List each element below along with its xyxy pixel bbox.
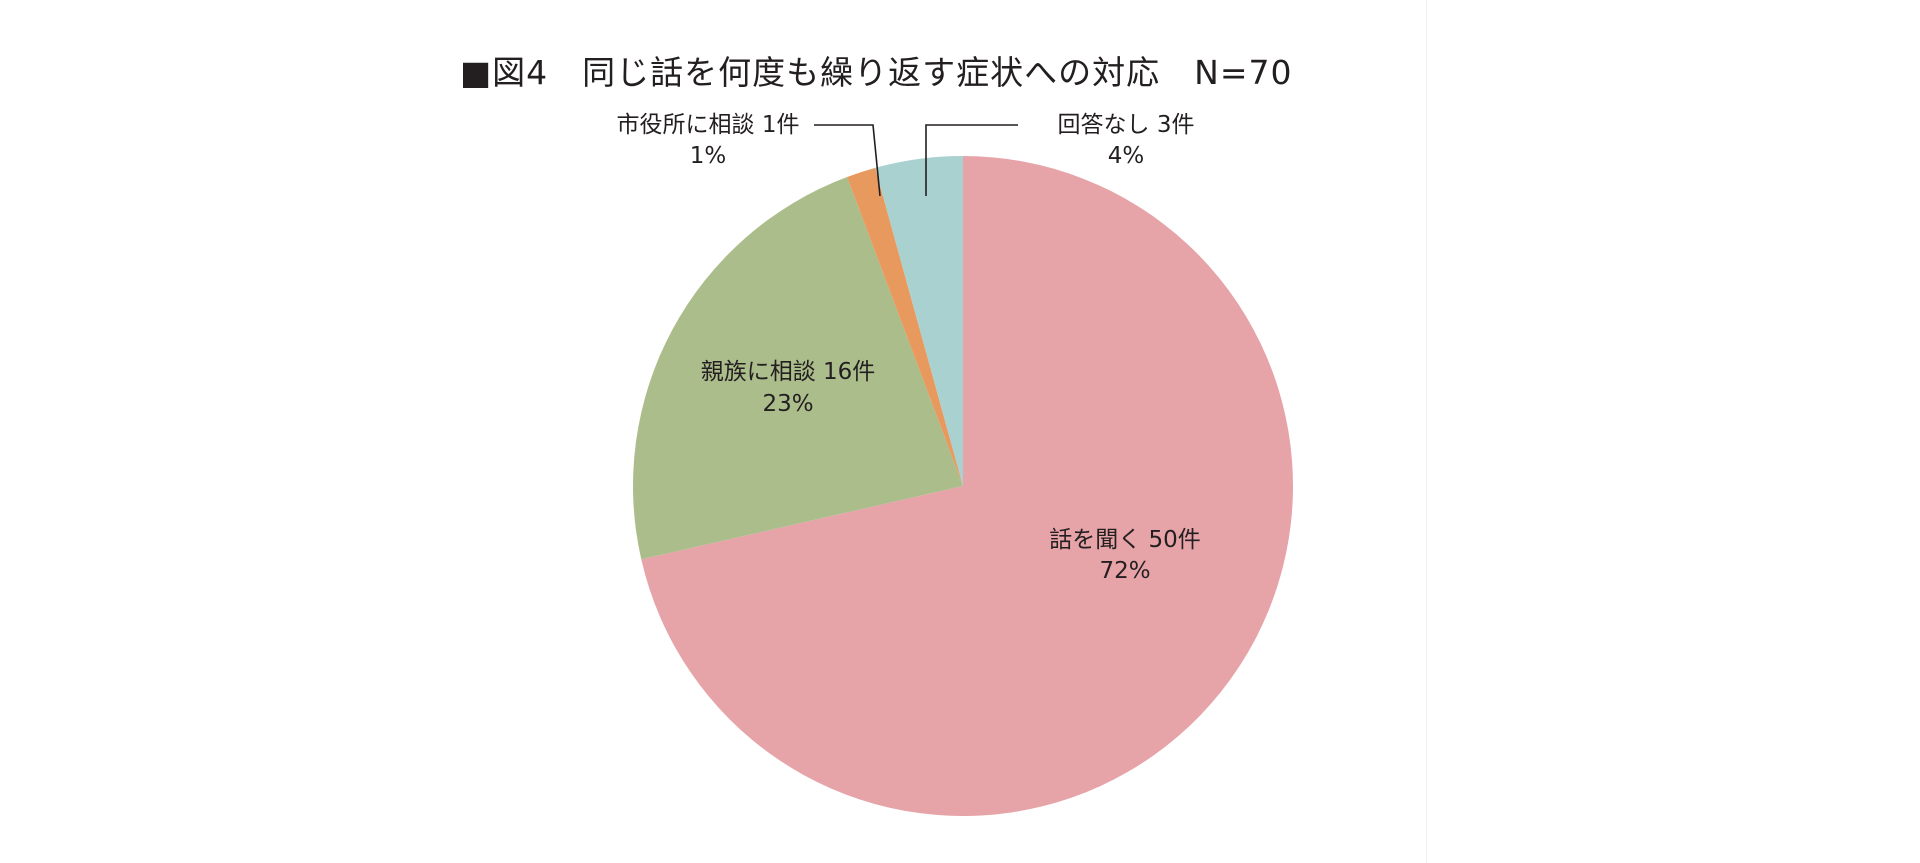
- pie-slice-1: [632, 177, 963, 560]
- page-edge-divider: [1426, 0, 1427, 863]
- slice-label-0: 話を聞く 50件: [1049, 527, 1201, 553]
- pie-slice-2: [847, 167, 963, 486]
- slice-percent-2: 1%: [690, 143, 727, 169]
- leader-line-3: [925, 124, 1018, 196]
- pie-labels: 話を聞く 50件 72% 親族に相談 16件 23% 市役所に相談 1件 1% 回答なし 3…: [617, 112, 1201, 584]
- slice-percent-1: 23%: [762, 391, 813, 417]
- chart-title: ■図4 同じ話を何度も繰り返す症状への対応 N=70: [460, 53, 1293, 92]
- slice-percent-3: 4%: [1108, 143, 1145, 169]
- slice-label-2: 市役所に相談 1件: [617, 112, 800, 138]
- leader-line-2: [814, 124, 881, 197]
- slice-percent-0: 72%: [1099, 558, 1150, 584]
- slice-label-1: 親族に相談 16件: [701, 359, 876, 385]
- pie-slice-3: [875, 156, 963, 486]
- slice-label-3: 回答なし 3件: [1058, 112, 1195, 138]
- pie-slice-0: [641, 156, 1293, 816]
- pie-slices: [632, 156, 1293, 816]
